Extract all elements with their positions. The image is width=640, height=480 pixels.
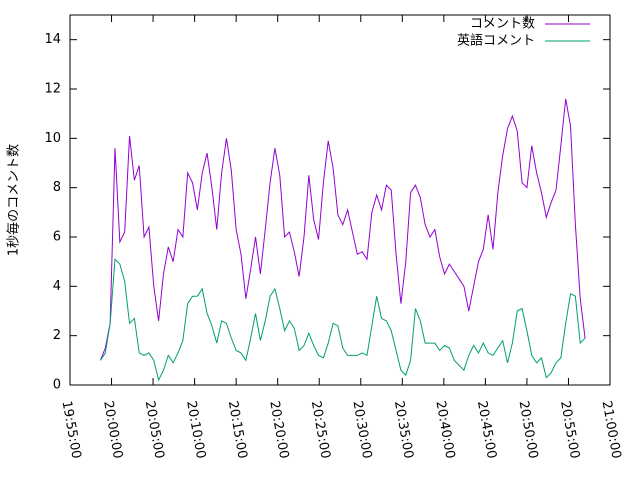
x-tick-label: 20:50:00 [516, 400, 541, 460]
y-tick-label: 10 [44, 131, 61, 146]
y-tick-label: 14 [44, 32, 61, 47]
y-axis-label: 1秒毎のコメント数 [6, 144, 22, 256]
x-tick-label: 20:40:00 [432, 400, 457, 460]
x-tick-label: 20:15:00 [225, 400, 250, 460]
x-tick-label: 21:00:00 [599, 400, 624, 460]
x-tick-label: 20:05:00 [142, 400, 167, 460]
x-tick-label: 20:35:00 [391, 400, 416, 460]
x-tick-label: 20:45:00 [474, 400, 499, 460]
y-tick-label: 0 [53, 378, 61, 393]
y-tick-label: 12 [44, 82, 61, 97]
y-tick-label: 2 [53, 328, 61, 343]
x-tick-label: 20:10:00 [183, 400, 208, 460]
y-tick-label: 4 [53, 279, 61, 294]
x-tick-label: 20:20:00 [266, 400, 291, 460]
legend-label: 英語コメント [457, 33, 535, 49]
x-tick-label: 20:30:00 [349, 400, 374, 460]
plot-border [69, 14, 611, 386]
y-tick-label: 8 [53, 180, 61, 195]
series-line [99, 98, 586, 361]
x-tick-label: 20:55:00 [557, 400, 582, 460]
series-line [100, 258, 586, 382]
x-tick-label: 19:55:00 [59, 400, 84, 460]
x-tick-label: 20:00:00 [100, 400, 125, 460]
y-tick-label: 6 [53, 230, 61, 245]
x-tick-label: 20:25:00 [308, 400, 333, 460]
legend-label: コメント数 [470, 17, 535, 32]
